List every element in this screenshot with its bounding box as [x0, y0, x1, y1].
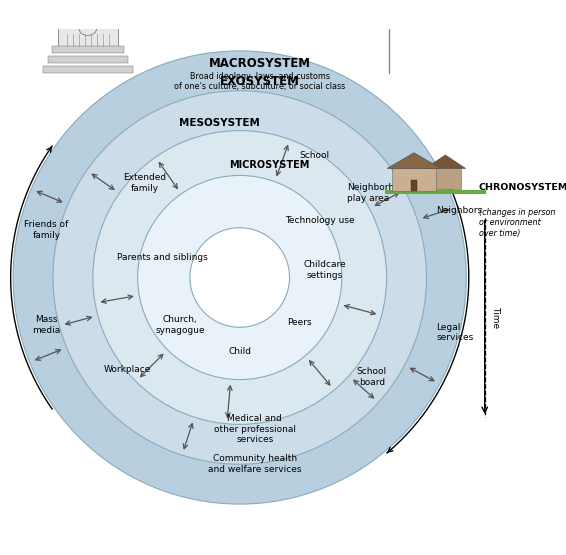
Polygon shape — [425, 155, 466, 168]
FancyBboxPatch shape — [58, 28, 118, 46]
Circle shape — [13, 51, 466, 504]
FancyBboxPatch shape — [389, 4, 424, 11]
FancyBboxPatch shape — [43, 66, 132, 73]
Ellipse shape — [79, 21, 97, 36]
Text: MACROSYSTEM: MACROSYSTEM — [209, 57, 311, 70]
Text: Workplace: Workplace — [104, 365, 151, 374]
FancyBboxPatch shape — [52, 46, 124, 53]
FancyBboxPatch shape — [385, 190, 486, 194]
FancyBboxPatch shape — [430, 168, 461, 189]
Text: Time: Time — [491, 306, 500, 329]
Text: Medical and
other professional
services: Medical and other professional services — [213, 415, 295, 444]
FancyBboxPatch shape — [389, 0, 406, 17]
Text: Technology use: Technology use — [285, 216, 354, 225]
Text: CHRONOSYSTEM: CHRONOSYSTEM — [479, 183, 566, 192]
Text: Childcare
settings: Childcare settings — [303, 260, 346, 280]
Polygon shape — [387, 153, 441, 168]
Text: Extended
family: Extended family — [123, 173, 166, 193]
FancyBboxPatch shape — [389, 11, 424, 17]
Circle shape — [190, 228, 290, 327]
Circle shape — [138, 175, 342, 380]
FancyBboxPatch shape — [389, 23, 424, 28]
Text: Community health
and welfare services: Community health and welfare services — [208, 455, 302, 473]
Text: Child: Child — [228, 347, 251, 356]
Text: Legal
services: Legal services — [436, 322, 474, 342]
FancyBboxPatch shape — [389, 0, 424, 4]
Text: Neighbors: Neighbors — [436, 206, 483, 215]
FancyBboxPatch shape — [48, 56, 128, 63]
Text: School
board: School board — [357, 367, 387, 387]
Text: of one’s culture, subculture, or social class: of one’s culture, subculture, or social … — [174, 82, 345, 91]
Text: Parents and siblings: Parents and siblings — [117, 253, 208, 262]
Text: Neighborhood
play area: Neighborhood play area — [347, 183, 411, 203]
Text: Mass
media: Mass media — [32, 315, 61, 335]
FancyBboxPatch shape — [389, 17, 424, 23]
Text: Church,
synagogue: Church, synagogue — [155, 315, 205, 335]
Text: School: School — [299, 151, 329, 160]
Circle shape — [53, 91, 426, 464]
Text: Peers: Peers — [287, 318, 312, 327]
FancyBboxPatch shape — [411, 180, 417, 191]
Text: EXOSYSTEM: EXOSYSTEM — [220, 75, 299, 88]
Circle shape — [93, 130, 387, 425]
Text: MICROSYSTEM: MICROSYSTEM — [229, 160, 310, 170]
Text: MESOSYSTEM: MESOSYSTEM — [179, 118, 260, 128]
Text: Friends of
family: Friends of family — [24, 220, 68, 240]
Text: Broad ideology, laws, and customs: Broad ideology, laws, and customs — [190, 72, 329, 81]
FancyBboxPatch shape — [392, 168, 436, 191]
Text: (changes in person
or environment
over time): (changes in person or environment over t… — [479, 208, 555, 238]
